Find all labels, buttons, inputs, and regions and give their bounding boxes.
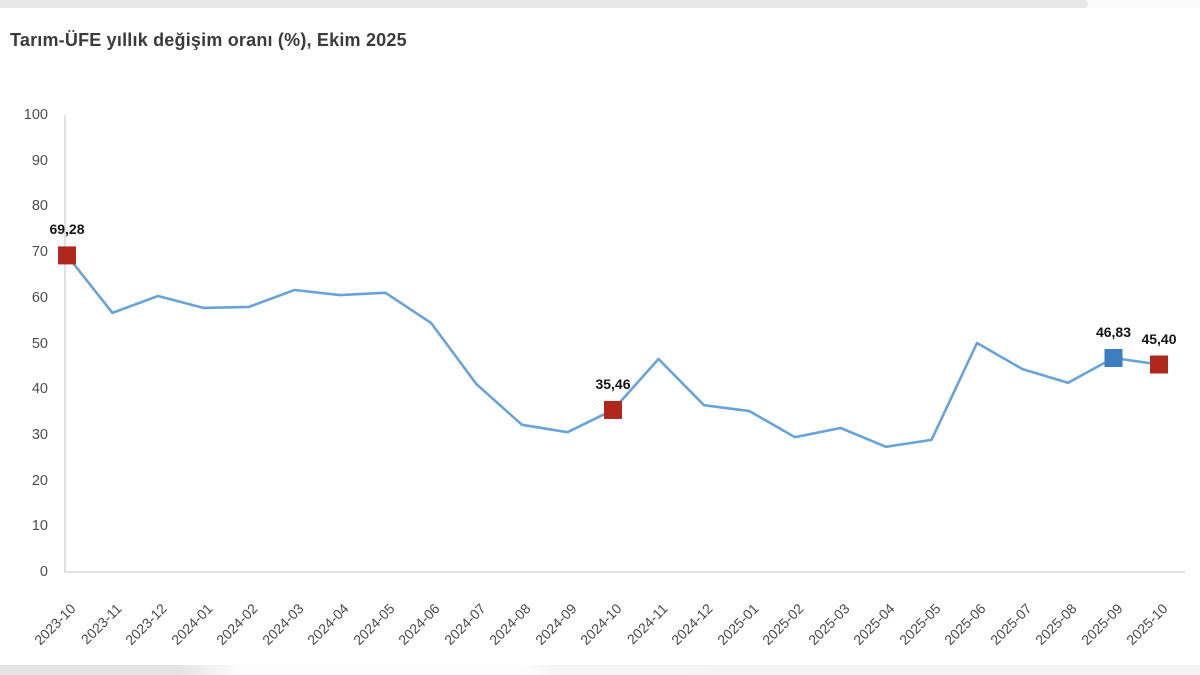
data-point-value-label: 69,28 [49,221,85,238]
top-edge-bar [0,0,1088,8]
y-axis-tick-label: 90 [31,152,48,169]
bottom-edge-underlay [0,665,1200,675]
y-axis-tick-label: 20 [31,472,48,489]
y-axis-tick-label: 50 [31,335,48,352]
y-axis-tick-label: 10 [31,518,48,535]
marked-data-point[interactable] [1150,355,1168,374]
chart-title: Tarım-ÜFE yıllık değişim oranı (%), Ekim… [10,30,407,50]
data-point-value-label: 35,46 [595,375,631,392]
marked-data-point[interactable] [58,246,76,265]
y-axis-tick-label: 100 [23,107,48,123]
data-point-value-label: 46,83 [1095,323,1132,340]
y-axis-tick-label: 70 [31,244,48,261]
axis-lines [64,115,1185,573]
data-point-value-label: 45,40 [1141,330,1177,347]
y-axis-tick-label: 80 [31,198,48,215]
marked-data-point[interactable] [1104,348,1123,367]
y-axis-tick-label: 40 [31,381,48,398]
y-axis-tick-label: 30 [31,426,48,443]
y-axis-tick-label: 0 [39,564,48,580]
bottom-edge-bar [0,665,240,675]
marked-data-point[interactable] [604,400,622,419]
y-axis-tick-label: 60 [31,289,48,306]
